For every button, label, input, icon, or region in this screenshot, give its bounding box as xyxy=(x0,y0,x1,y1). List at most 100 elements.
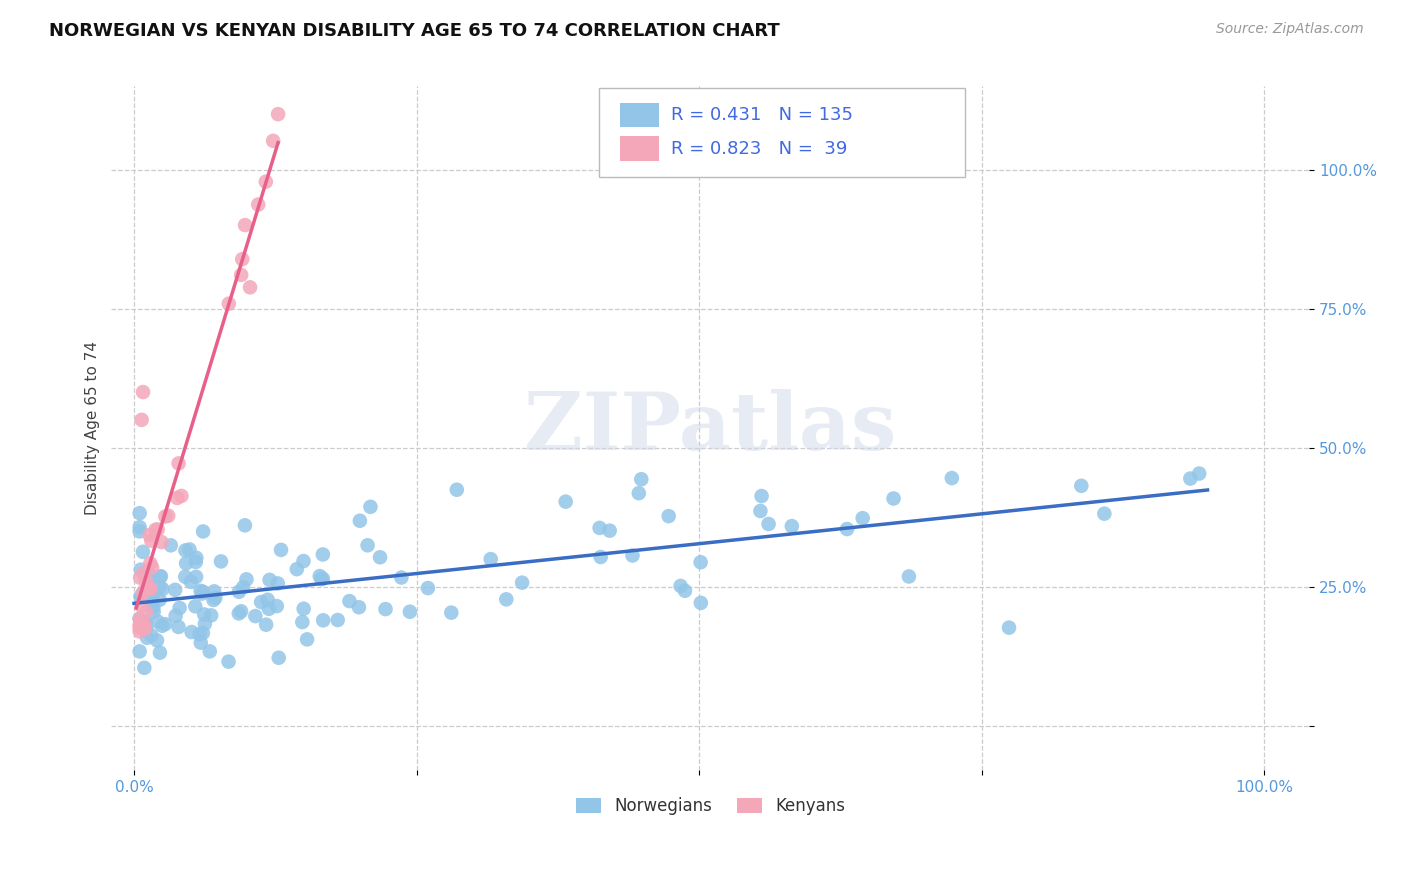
Point xyxy=(267,650,290,665)
Point xyxy=(146,615,169,629)
Point xyxy=(153,617,176,632)
FancyBboxPatch shape xyxy=(620,103,659,128)
Point xyxy=(193,607,215,622)
Point xyxy=(689,555,711,569)
Legend: Norwegians, Kenyans: Norwegians, Kenyans xyxy=(567,789,853,823)
Point xyxy=(399,605,422,619)
Point xyxy=(374,602,396,616)
Point xyxy=(167,620,190,634)
Point xyxy=(998,621,1021,635)
Point xyxy=(131,590,153,604)
Point xyxy=(136,582,159,596)
Point xyxy=(165,608,187,623)
Point xyxy=(149,580,172,594)
Point xyxy=(128,624,150,639)
Point xyxy=(191,626,214,640)
Point xyxy=(132,545,155,559)
Point xyxy=(627,486,650,500)
Point xyxy=(131,413,153,427)
Point xyxy=(128,520,150,534)
Point xyxy=(495,592,517,607)
Point xyxy=(202,584,225,599)
Point xyxy=(312,572,335,586)
Point xyxy=(852,511,875,525)
Point xyxy=(416,581,439,595)
Point xyxy=(295,632,318,647)
Point xyxy=(141,599,163,613)
Point xyxy=(658,509,681,524)
Point xyxy=(266,599,288,613)
Point xyxy=(510,575,533,590)
Point xyxy=(347,600,370,615)
Point xyxy=(136,631,159,645)
Point xyxy=(621,549,644,563)
Point xyxy=(128,621,150,635)
Point xyxy=(179,542,201,557)
Point xyxy=(132,584,155,599)
Point xyxy=(186,550,208,565)
Point xyxy=(134,622,156,636)
Point xyxy=(292,601,315,615)
Point xyxy=(231,268,253,282)
Point xyxy=(233,518,256,533)
Text: R = 0.823   N =  39: R = 0.823 N = 39 xyxy=(671,139,848,158)
Point xyxy=(780,519,803,533)
Point xyxy=(180,625,202,640)
Point xyxy=(1180,472,1202,486)
Point xyxy=(356,538,378,552)
Point xyxy=(135,605,157,619)
Point xyxy=(194,616,217,631)
Point xyxy=(312,613,335,627)
Point xyxy=(149,570,172,584)
Point xyxy=(254,617,277,632)
Point xyxy=(174,570,197,584)
Point xyxy=(184,599,207,614)
Point xyxy=(142,600,165,615)
Point xyxy=(134,615,156,630)
Point xyxy=(669,579,692,593)
Point xyxy=(134,617,156,632)
Point xyxy=(165,582,187,597)
Point xyxy=(440,606,463,620)
Point xyxy=(231,252,253,267)
Point xyxy=(285,562,308,576)
Point xyxy=(259,573,281,587)
Text: NORWEGIAN VS KENYAN DISABILITY AGE 65 TO 74 CORRELATION CHART: NORWEGIAN VS KENYAN DISABILITY AGE 65 TO… xyxy=(49,22,780,40)
Point xyxy=(349,514,371,528)
Point xyxy=(941,471,963,485)
Point xyxy=(167,456,190,470)
Point xyxy=(758,516,780,531)
Point xyxy=(174,557,197,571)
Point xyxy=(190,583,212,598)
Point xyxy=(554,494,576,508)
Point xyxy=(180,574,202,589)
Point xyxy=(132,385,155,400)
Point xyxy=(228,607,250,621)
Point xyxy=(142,587,165,601)
Point xyxy=(135,573,157,587)
Point xyxy=(245,609,267,624)
Point xyxy=(673,583,696,598)
Point xyxy=(267,107,290,121)
Point xyxy=(142,605,165,619)
Point xyxy=(191,524,214,539)
Point xyxy=(291,615,314,629)
FancyBboxPatch shape xyxy=(599,87,966,178)
Point xyxy=(136,582,159,596)
Point xyxy=(368,550,391,565)
Point xyxy=(312,548,335,562)
Point xyxy=(149,592,172,607)
Point xyxy=(235,572,257,586)
Point xyxy=(292,554,315,568)
Point xyxy=(389,570,412,584)
Point xyxy=(157,508,180,523)
Point xyxy=(202,593,225,607)
Point xyxy=(150,535,173,549)
Point xyxy=(589,549,612,564)
Point xyxy=(141,599,163,613)
Point xyxy=(146,633,169,648)
Point xyxy=(1092,507,1115,521)
Point xyxy=(139,557,162,571)
Point xyxy=(141,590,163,604)
Point xyxy=(267,576,290,591)
